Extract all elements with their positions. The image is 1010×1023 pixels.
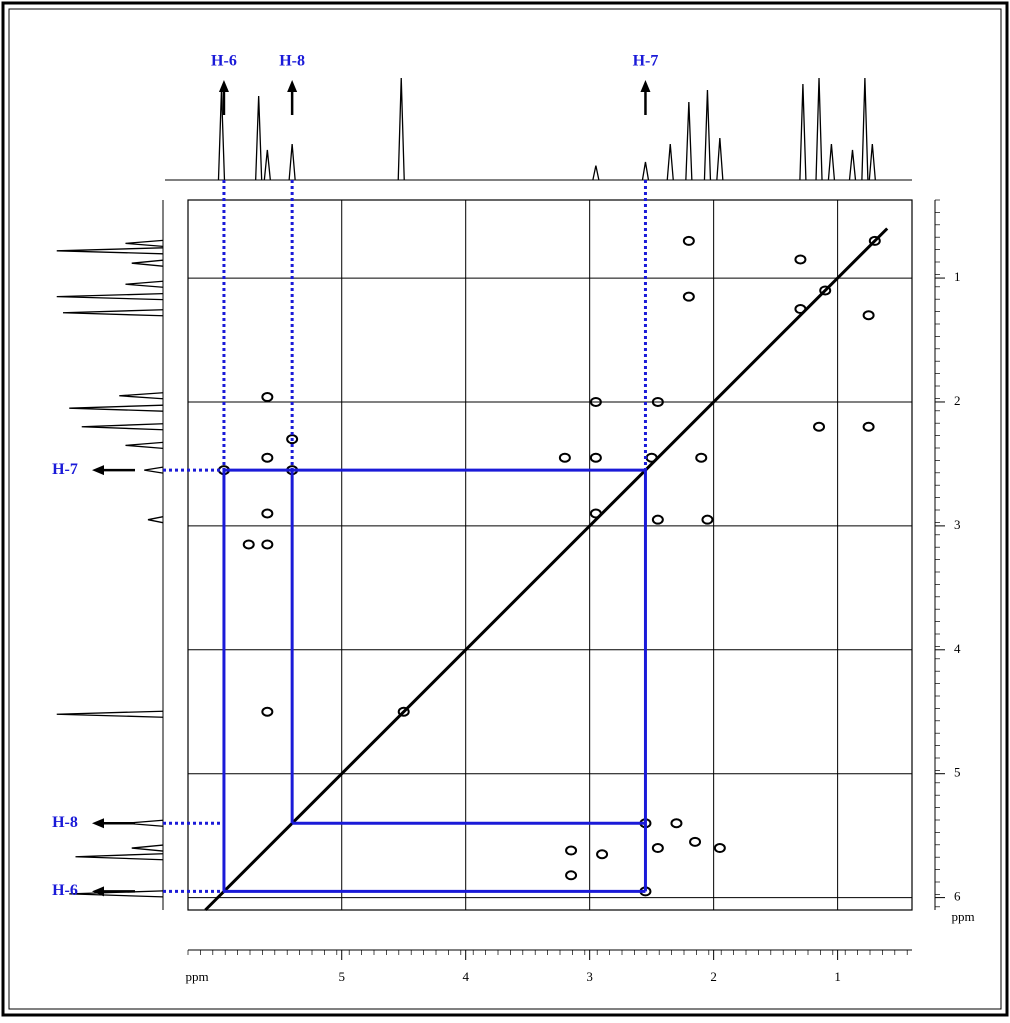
cross-peak: [589, 508, 602, 519]
top-peak: [263, 149, 271, 181]
cross-peak: [819, 285, 832, 296]
top-peak: [592, 165, 600, 181]
cross-peak: [261, 539, 274, 550]
top-peak: [255, 95, 263, 181]
top-peak: [861, 77, 869, 181]
arrow-head: [287, 80, 298, 92]
cross-peak: [794, 304, 807, 315]
cross-peak: [242, 539, 255, 550]
cross-peak: [651, 843, 664, 854]
left-peak: [131, 259, 164, 267]
cross-peak: [261, 508, 274, 519]
arrow-head: [92, 465, 104, 476]
cross-peak: [565, 870, 578, 881]
left-peak: [125, 280, 164, 288]
cross-peak: [261, 392, 274, 403]
top-peak: [685, 101, 693, 181]
left-label: H-6: [52, 882, 78, 899]
left-peak: [56, 710, 164, 718]
cross-peak: [794, 254, 807, 265]
top-peak: [703, 89, 712, 181]
top-peak: [716, 137, 724, 181]
left-peak: [125, 441, 164, 449]
cross-peak: [645, 452, 658, 463]
cross-peak: [651, 514, 664, 525]
cross-peak: [670, 818, 683, 829]
cross-peak: [701, 514, 714, 525]
y-tick-label: 6: [954, 889, 961, 904]
top-label: H-7: [633, 53, 659, 70]
cross-peak: [862, 421, 875, 432]
cross-peak: [651, 396, 664, 407]
top-peak: [666, 143, 674, 181]
left-peak: [75, 853, 164, 861]
top-label: H-8: [279, 53, 305, 70]
cross-peak: [695, 452, 708, 463]
left-peak: [69, 404, 164, 412]
cross-peak: [596, 849, 609, 860]
y-tick-label: 4: [954, 641, 961, 656]
left-peak: [56, 247, 164, 255]
inner-border: [8, 8, 1002, 1010]
x-tick-label: 2: [710, 969, 717, 984]
x-tick-label: 1: [834, 969, 841, 984]
cross-peak: [261, 706, 274, 717]
x-tick-label: 3: [586, 969, 593, 984]
cross-peak: [397, 706, 410, 717]
left-peak: [56, 292, 164, 301]
cross-peak: [682, 235, 695, 246]
arrow-head: [92, 886, 104, 897]
diagonal: [204, 227, 889, 912]
cross-peak: [261, 452, 274, 463]
left-label: H-8: [52, 814, 78, 831]
top-peak: [827, 143, 836, 181]
cross-peak: [689, 836, 702, 847]
cross-peak: [682, 291, 695, 302]
arrow-head: [218, 80, 229, 92]
arrow-head: [92, 818, 104, 829]
y-axis-label: ppm: [951, 909, 974, 924]
arrow-head: [640, 80, 651, 92]
top-peak: [397, 77, 405, 181]
left-label: H-7: [52, 461, 78, 478]
cross-peak: [862, 310, 875, 321]
top-peak: [641, 161, 650, 181]
top-peak: [799, 83, 807, 181]
left-peak: [119, 392, 164, 400]
left-peak: [147, 516, 164, 524]
cross-peak: [868, 235, 881, 246]
left-peak: [144, 466, 164, 474]
x-tick-label: 4: [462, 969, 469, 984]
y-tick-label: 1: [954, 269, 961, 284]
cross-peak: [565, 845, 578, 856]
cross-peak: [589, 396, 602, 407]
top-peak: [288, 143, 296, 181]
x-axis-label: ppm: [185, 969, 208, 984]
y-tick-label: 3: [954, 517, 961, 532]
cross-peak: [713, 843, 726, 854]
left-peak: [81, 423, 164, 431]
top-peak: [815, 77, 823, 181]
cross-peak: [589, 452, 602, 463]
top-peak: [848, 149, 857, 181]
left-peak: [131, 844, 164, 852]
left-peak: [125, 239, 164, 248]
cross-peak: [813, 421, 826, 432]
top-peak: [868, 143, 876, 181]
y-tick-label: 5: [954, 765, 961, 780]
left-peak: [62, 309, 164, 317]
y-tick-label: 2: [954, 393, 961, 408]
plot-frame: [187, 199, 913, 911]
cross-peak: [558, 452, 571, 463]
cross-peak: [286, 434, 299, 445]
x-tick-label: 5: [338, 969, 345, 984]
top-label: H-6: [211, 53, 237, 70]
